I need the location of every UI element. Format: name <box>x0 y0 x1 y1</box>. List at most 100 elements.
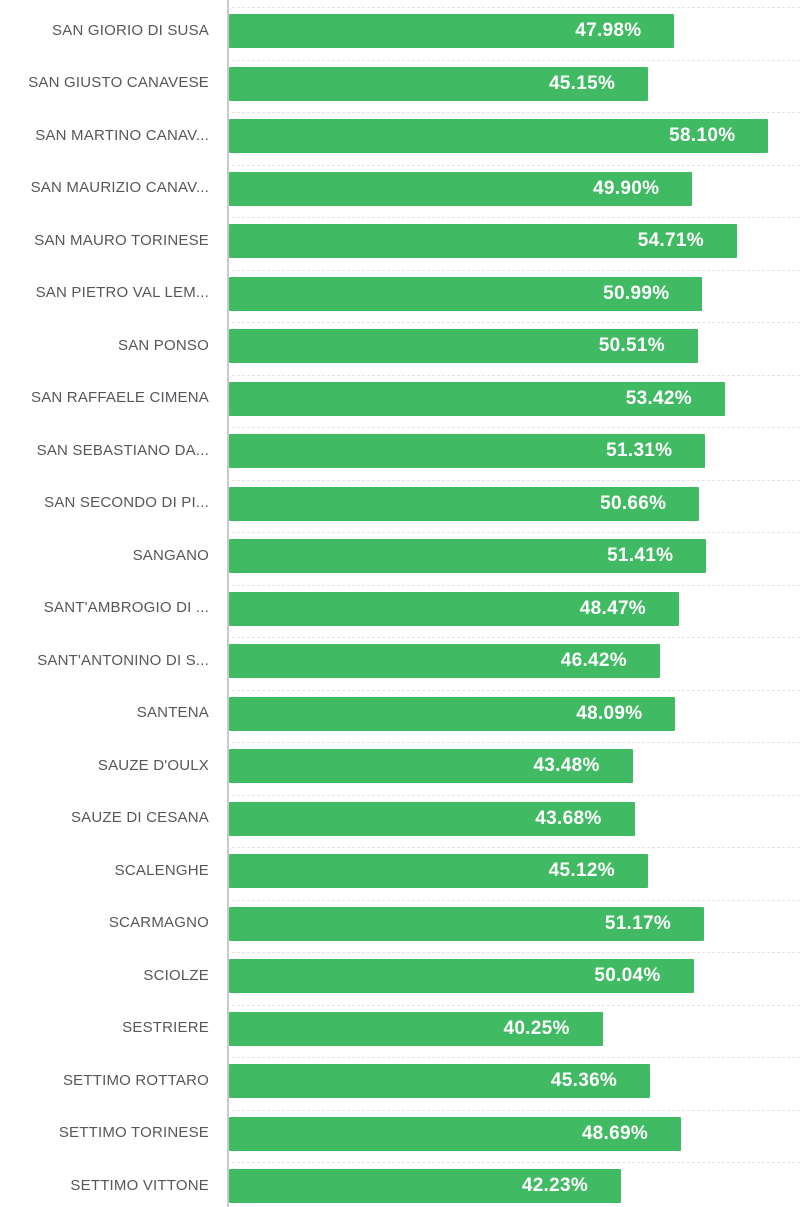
plot-area-cell: 45.36% <box>227 1057 800 1110</box>
bar[interactable]: 40.25% <box>229 1011 603 1046</box>
plot-area-cell: 58.10% <box>227 112 800 165</box>
plot-area-cell: 45.12% <box>227 847 800 900</box>
category-label: SESTRIERE <box>122 1019 209 1036</box>
value-label: 54.71% <box>637 230 704 251</box>
bar[interactable]: 45.15% <box>229 66 649 101</box>
bar-row: SAN SEBASTIANO DA... 51.31% <box>0 427 800 480</box>
bar[interactable]: 46.42% <box>229 644 660 678</box>
y-axis-line <box>227 0 800 7</box>
plot-area-cell: 48.09% <box>227 689 800 742</box>
plot-area-cell: 47.98% <box>227 7 800 60</box>
plot-area-cell: 50.66% <box>227 479 800 532</box>
bar[interactable]: 53.42% <box>229 381 725 416</box>
bar-row: SAN MARTINO CANAV... 58.10% <box>0 112 800 165</box>
bar-row: SANT'AMBROGIO DI ... 48.47% <box>0 584 800 637</box>
bar[interactable]: 50.51% <box>229 329 698 363</box>
bar-row: SANTENA 48.09% <box>0 689 800 742</box>
value-label: 45.15% <box>548 72 616 94</box>
category-label: SETTIMO TORINESE <box>58 1124 209 1141</box>
value-label: 53.42% <box>625 387 692 409</box>
category-label: SAN MARTINO CANAV... <box>35 126 209 144</box>
value-label: 48.09% <box>576 702 643 724</box>
bar-row: SAUZE D'OULX 43.48% <box>0 742 800 795</box>
category-label: SAN SECONDO DI PI... <box>44 494 209 511</box>
category-label: SAUZE D'OULX <box>97 756 209 774</box>
bar-row: SETTIMO ROTTARO 45.36% <box>0 1057 800 1110</box>
category-label: SANT'AMBROGIO DI ... <box>43 599 209 616</box>
category-label: SAN PONSO <box>118 336 209 354</box>
bar-row: SAN MAURIZIO CANAV... 49.90% <box>0 164 800 217</box>
plot-area-cell: 49.90% <box>227 164 800 217</box>
bar-row: SANT'ANTONINO DI S... 46.42% <box>0 637 800 690</box>
category-label: SETTIMO VITTONE <box>70 1176 209 1194</box>
category-label: SAN PIETRO VAL LEM... <box>35 284 209 301</box>
value-label: 50.99% <box>603 282 670 304</box>
value-label: 50.04% <box>594 965 661 986</box>
value-label: 47.98% <box>575 20 642 41</box>
value-label: 43.68% <box>535 807 602 829</box>
bar-row: SAN GIORIO DI SUSA 47.98% <box>0 7 800 60</box>
bar-row: SAN RAFFAELE CIMENA 53.42% <box>0 374 800 427</box>
value-label: 48.47% <box>579 597 647 619</box>
plot-area-cell: 53.42% <box>227 374 800 427</box>
category-label: SAN MAURO TORINESE <box>34 231 209 249</box>
bar[interactable]: 51.41% <box>229 539 707 573</box>
bar-row: SCALENGHE 45.12% <box>0 847 800 900</box>
plot-area-cell: 43.68% <box>227 794 800 847</box>
plot-area-cell: 46.42% <box>227 637 800 690</box>
value-label: 40.25% <box>503 1017 570 1039</box>
bar[interactable]: 49.90% <box>229 171 693 206</box>
category-label: SAN SEBASTIANO DA... <box>36 441 209 459</box>
plot-area-cell: 48.69% <box>227 1109 800 1162</box>
category-label: SAUZE DI CESANA <box>70 809 209 826</box>
bar[interactable]: 51.17% <box>229 906 705 941</box>
bar-row: SAN SECONDO DI PI... 50.66% <box>0 479 800 532</box>
bar[interactable]: 43.68% <box>229 801 635 836</box>
value-label: 50.51% <box>598 335 665 356</box>
bar-row: SETTIMO VITTONE 42.23% <box>0 1162 800 1207</box>
bar-row: SESTRIERE 40.25% <box>0 1004 800 1057</box>
bar[interactable]: 50.04% <box>229 959 694 993</box>
category-label: SANTENA <box>136 704 209 721</box>
plot-area-cell: 48.47% <box>227 584 800 637</box>
bar[interactable]: 50.66% <box>229 486 700 521</box>
plot-area-cell: 51.41% <box>227 532 800 585</box>
value-label: 45.36% <box>550 1070 618 1091</box>
plot-area-cell: 40.25% <box>227 1004 800 1057</box>
plot-area-cell: 50.04% <box>227 952 800 1005</box>
bar[interactable]: 58.10% <box>229 119 769 153</box>
bar[interactable]: 51.31% <box>229 434 706 468</box>
category-label: SAN RAFFAELE CIMENA <box>30 389 209 406</box>
bar-row: SAN GIUSTO CANAVESE 45.15% <box>0 59 800 112</box>
value-label: 51.17% <box>604 912 672 934</box>
bar[interactable]: 45.36% <box>229 1064 651 1098</box>
bar-row: SAN MAURO TORINESE 54.71% <box>0 217 800 270</box>
category-label: SCARMAGNO <box>108 914 209 931</box>
category-label: SANT'ANTONINO DI S... <box>37 651 209 669</box>
category-label: SAN GIUSTO CANAVESE <box>28 74 209 91</box>
bar[interactable]: 42.23% <box>229 1169 622 1203</box>
bar[interactable]: 48.47% <box>229 591 680 626</box>
bar-row: SCIOLZE 50.04% <box>0 952 800 1005</box>
bar[interactable]: 48.69% <box>229 1116 682 1151</box>
value-label: 51.31% <box>606 440 673 461</box>
bar-row: SETTIMO TORINESE 48.69% <box>0 1109 800 1162</box>
value-label: 45.12% <box>548 860 615 881</box>
chart-top-spacer <box>0 0 800 7</box>
bar-row: SAUZE DI CESANA 43.68% <box>0 794 800 847</box>
bar[interactable]: 45.12% <box>229 854 648 888</box>
bar[interactable]: 50.99% <box>229 276 703 311</box>
plot-area-cell: 45.15% <box>227 59 800 112</box>
bar-row: SANGANO 51.41% <box>0 532 800 585</box>
bar[interactable]: 54.71% <box>229 224 737 258</box>
value-label: 58.10% <box>669 125 736 146</box>
value-label: 49.90% <box>593 177 660 199</box>
category-label: SCIOLZE <box>143 966 209 984</box>
bar[interactable]: 43.48% <box>229 749 633 783</box>
plot-area-cell: 43.48% <box>227 742 800 795</box>
plot-area-cell: 51.17% <box>227 899 800 952</box>
bar[interactable]: 48.09% <box>229 696 676 731</box>
bar[interactable]: 47.98% <box>229 14 675 48</box>
plot-area-cell: 50.51% <box>227 322 800 375</box>
